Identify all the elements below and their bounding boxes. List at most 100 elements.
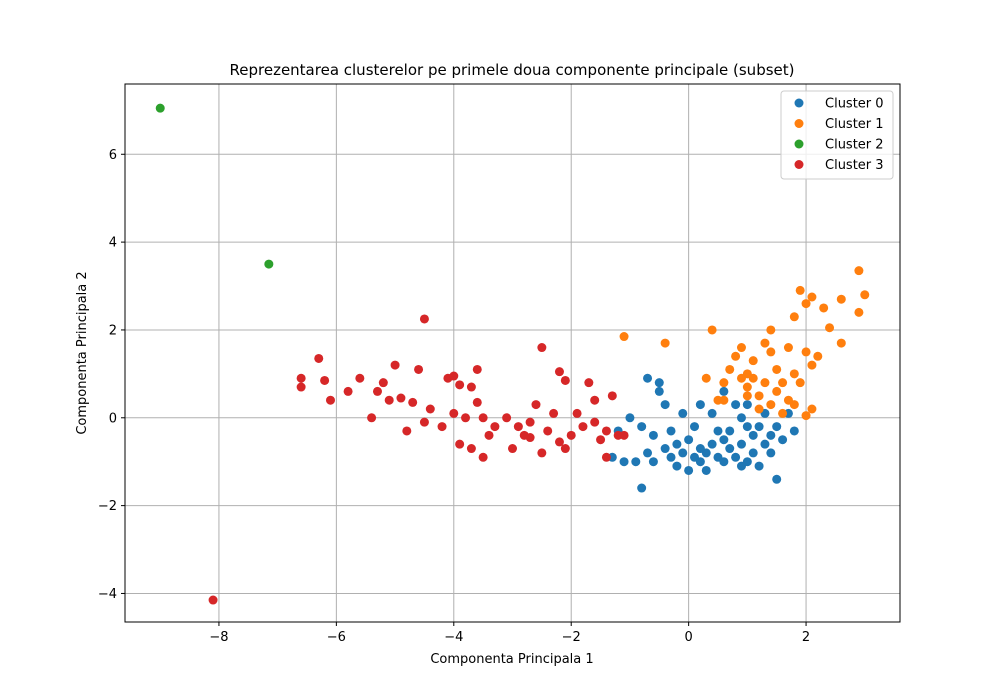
data-point <box>742 369 752 379</box>
series-2 <box>155 103 274 269</box>
data-point <box>719 435 729 445</box>
data-point <box>619 457 629 467</box>
data-point <box>778 435 788 445</box>
data-point <box>742 400 752 410</box>
data-point <box>772 386 782 396</box>
data-point <box>396 393 406 403</box>
data-point <box>684 465 694 475</box>
data-point <box>731 351 741 361</box>
data-point <box>836 294 846 304</box>
data-point <box>742 391 752 401</box>
data-point <box>461 413 471 423</box>
data-point <box>502 413 512 423</box>
data-point <box>320 375 330 385</box>
data-point <box>637 422 647 432</box>
data-point <box>854 307 864 317</box>
y-tick-label: 4 <box>109 236 117 251</box>
data-point <box>325 395 335 405</box>
data-point <box>754 391 764 401</box>
y-axis-label: Componenta Principala 2 <box>75 271 90 434</box>
data-point <box>725 444 735 454</box>
data-point <box>766 448 776 458</box>
legend-label: Cluster 0 <box>825 97 884 112</box>
data-point <box>725 364 735 374</box>
data-point <box>560 375 570 385</box>
data-point <box>660 400 670 410</box>
y-tick-label: −2 <box>98 499 117 514</box>
data-point <box>449 371 459 381</box>
data-point <box>766 347 776 357</box>
data-point <box>537 343 547 353</box>
data-point <box>419 417 429 427</box>
data-point <box>813 351 823 361</box>
data-point <box>367 413 377 423</box>
legend: Cluster 0 Cluster 1 Cluster 2 Cluster 3 <box>780 90 894 180</box>
series-3 <box>208 314 629 605</box>
data-point <box>596 435 606 445</box>
data-point <box>449 408 459 418</box>
data-point <box>789 312 799 322</box>
legend-label: Cluster 2 <box>825 138 884 153</box>
data-points <box>155 103 870 605</box>
data-point <box>760 338 770 348</box>
x-tick-label: −6 <box>327 630 346 645</box>
data-point <box>778 378 788 388</box>
data-point <box>766 400 776 410</box>
data-point <box>666 426 676 436</box>
data-point <box>860 290 870 300</box>
data-point <box>760 439 770 449</box>
data-point <box>314 353 324 363</box>
data-point <box>695 457 705 467</box>
legend-marker <box>794 119 804 128</box>
data-point <box>525 433 535 443</box>
data-point <box>695 400 705 410</box>
legend-label: Cluster 3 <box>825 158 884 173</box>
x-tick-label: 2 <box>802 630 810 645</box>
data-point <box>543 426 553 436</box>
data-point <box>631 457 641 467</box>
data-point <box>742 457 752 467</box>
data-point <box>719 395 729 405</box>
data-point <box>836 338 846 348</box>
data-point <box>825 323 835 333</box>
data-point <box>643 448 653 458</box>
data-point <box>742 422 752 432</box>
x-tick-label: −2 <box>562 630 581 645</box>
data-point <box>695 444 705 454</box>
data-point <box>713 426 723 436</box>
data-point <box>414 364 424 374</box>
data-point <box>742 382 752 392</box>
data-point <box>760 378 770 388</box>
data-point <box>801 347 811 357</box>
x-tick-label: −4 <box>444 630 463 645</box>
data-point <box>472 364 482 374</box>
x-tick-label: −8 <box>209 630 228 645</box>
data-point <box>672 461 682 471</box>
x-tick-label: 0 <box>684 630 692 645</box>
data-point <box>525 417 535 427</box>
axis-ticks: −8 −6 −4 −2 0 2 −4 −2 0 2 4 6 <box>98 148 810 645</box>
data-point <box>707 325 717 335</box>
data-point <box>772 422 782 432</box>
data-point <box>666 452 676 462</box>
data-point <box>707 408 717 418</box>
data-point <box>648 430 658 440</box>
data-point <box>748 448 758 458</box>
data-point <box>437 422 447 432</box>
series-0 <box>607 373 799 493</box>
data-point <box>795 378 805 388</box>
data-point <box>648 457 658 467</box>
data-point <box>625 413 635 423</box>
data-point <box>789 426 799 436</box>
data-point <box>766 325 776 335</box>
data-point <box>619 430 629 440</box>
data-point <box>419 314 429 324</box>
data-point <box>789 369 799 379</box>
data-point <box>660 444 670 454</box>
data-point <box>654 378 664 388</box>
data-point <box>731 452 741 462</box>
data-point <box>390 360 400 370</box>
data-point <box>560 444 570 454</box>
data-point <box>508 444 517 454</box>
